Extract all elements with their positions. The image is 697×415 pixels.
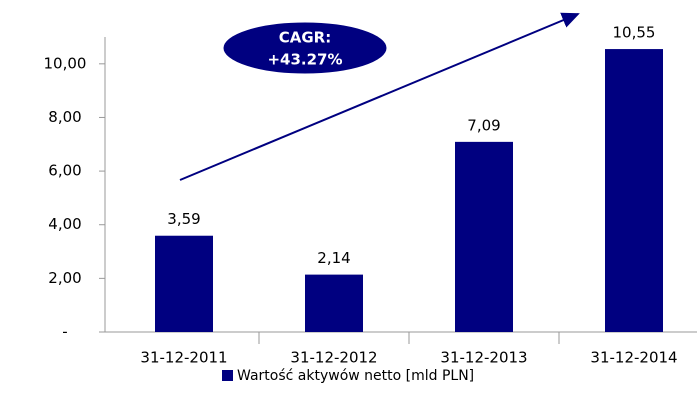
y-tick-label: 4,00 — [48, 215, 81, 233]
y-tick-label: 6,00 — [48, 162, 81, 180]
x-tick-label: 31-12-2013 — [440, 349, 527, 367]
value-label: 10,55 — [613, 24, 656, 42]
y-tick-label: 10,00 — [44, 54, 87, 72]
annotation: CAGR: — [279, 29, 331, 47]
bar — [455, 141, 513, 332]
bar — [305, 274, 363, 332]
annotation-bubble — [222, 21, 388, 75]
x-tick-label: 31-12-2012 — [290, 349, 377, 367]
annotation: +43.27% — [267, 51, 342, 69]
y-tick-label: 2,00 — [48, 269, 81, 287]
value-label: 2,14 — [317, 249, 350, 267]
x-tick-label: 31-12-2011 — [140, 349, 227, 367]
legend-label: Wartość aktywów netto [mld PLN] — [237, 368, 474, 384]
y-tick-label: - — [62, 323, 67, 341]
bar — [155, 235, 213, 332]
x-tick-label: 31-12-2014 — [590, 349, 677, 367]
trend-arrow — [179, 12, 580, 181]
value-label: 3,59 — [167, 210, 200, 228]
bar — [605, 49, 663, 333]
legend-swatch — [222, 370, 233, 381]
value-label: 7,09 — [467, 116, 500, 134]
y-tick-label: 8,00 — [48, 108, 81, 126]
